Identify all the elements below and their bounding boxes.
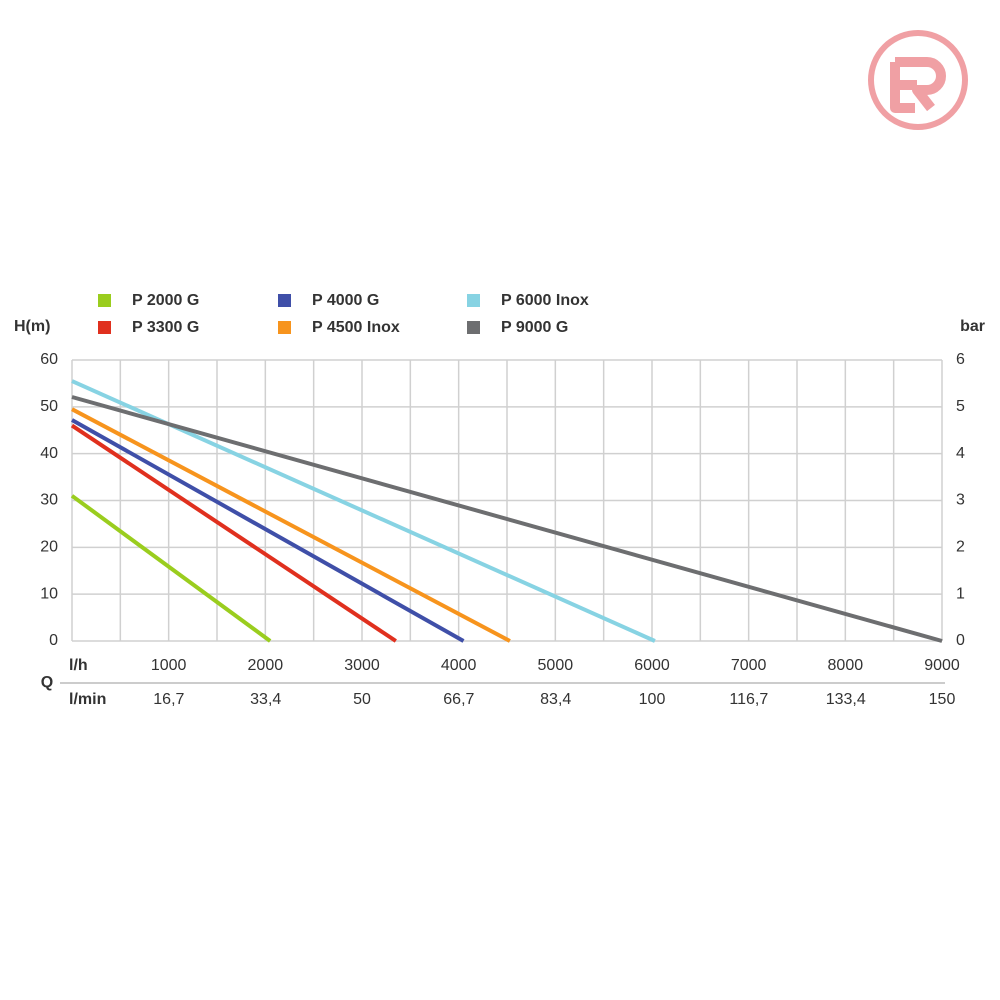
legend-swatch xyxy=(467,321,480,334)
x2-tick-label: 33,4 xyxy=(250,691,281,708)
y2-tick-label: 4 xyxy=(956,445,965,462)
x-axis-unit: l/h xyxy=(69,657,88,674)
y-tick-label: 10 xyxy=(40,585,58,602)
y2-tick-label: 3 xyxy=(956,492,965,509)
x-tick-label: 5000 xyxy=(538,657,574,674)
y-tick-label: 30 xyxy=(40,492,58,509)
series-line xyxy=(70,423,397,643)
legend-label: P 6000 Inox xyxy=(501,292,589,309)
x-tick-label: 8000 xyxy=(828,657,864,674)
x2-tick-label: 133,4 xyxy=(826,691,866,708)
x-tick-label: 6000 xyxy=(634,657,670,674)
y2-tick-label: 6 xyxy=(956,351,965,368)
y-tick-label: 0 xyxy=(49,632,58,649)
legend-swatch xyxy=(278,321,291,334)
series-line xyxy=(70,494,272,643)
x2-axis-unit: l/min xyxy=(69,691,106,708)
x-tick-label: 7000 xyxy=(731,657,767,674)
y-tick-label: 40 xyxy=(40,445,58,462)
legend-label: P 3300 G xyxy=(132,319,199,336)
x2-tick-label: 150 xyxy=(929,691,956,708)
x2-tick-label: 116,7 xyxy=(729,691,768,708)
y2-tick-label: 0 xyxy=(956,632,965,649)
legend-label: P 2000 G xyxy=(132,292,199,309)
y-axis-label: H(m) xyxy=(14,318,50,335)
series-line xyxy=(71,395,943,643)
legend-swatch xyxy=(278,294,291,307)
x2-tick-label: 16,7 xyxy=(153,691,184,708)
legend-swatch xyxy=(467,294,480,307)
x-tick-label: 4000 xyxy=(441,657,477,674)
legend-label: P 4000 G xyxy=(312,292,379,309)
legend-label: P 9000 G xyxy=(501,319,568,336)
y2-tick-label: 1 xyxy=(956,585,965,602)
legend-swatch xyxy=(98,294,111,307)
x-axis-title: Q xyxy=(41,674,53,691)
x2-tick-label: 100 xyxy=(639,691,666,708)
y2-tick-label: 5 xyxy=(956,398,965,415)
x2-tick-label: 83,4 xyxy=(540,691,571,708)
x-tick-label: 2000 xyxy=(248,657,284,674)
series-line xyxy=(71,418,465,643)
x2-tick-label: 50 xyxy=(353,691,371,708)
y-tick-label: 50 xyxy=(40,398,58,415)
y-tick-label: 60 xyxy=(40,351,58,368)
x-tick-label: 1000 xyxy=(151,657,187,674)
y2-tick-label: 2 xyxy=(956,539,965,556)
x-tick-label: 9000 xyxy=(924,657,960,674)
x2-tick-label: 66,7 xyxy=(443,691,474,708)
y-tick-label: 20 xyxy=(40,539,58,556)
logo xyxy=(868,30,968,130)
legend-label: P 4500 Inox xyxy=(312,319,400,336)
series-line xyxy=(71,407,511,643)
y2-axis-label: bar xyxy=(960,318,985,335)
legend-swatch xyxy=(98,321,111,334)
x-tick-label: 3000 xyxy=(344,657,380,674)
